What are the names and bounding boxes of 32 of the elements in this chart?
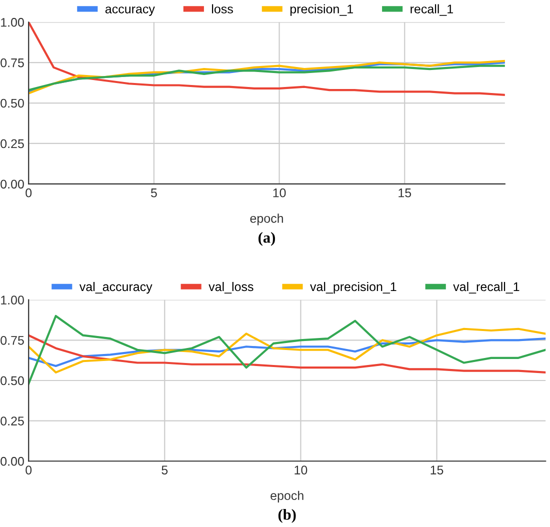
x-tick-label: 0 — [26, 466, 32, 474]
y-tick-label: 1.00 — [1, 18, 24, 27]
legend-label: val_recall_1 — [453, 282, 520, 294]
y-tick-label: 0.00 — [0, 180, 24, 189]
x-tick-label: 15 — [430, 466, 444, 474]
line-series — [28, 314, 546, 385]
legend-label: accuracy — [105, 6, 155, 16]
legend-label: val_loss — [208, 282, 254, 294]
legend-label: loss — [212, 4, 233, 14]
y-tick-label: 1.00 — [1, 296, 24, 305]
y-tick-label: 0.75 — [0, 58, 24, 68]
x-tick-label: 15 — [398, 188, 412, 198]
y-tick-label: 0.50 — [0, 376, 24, 386]
y-tick-label: 0.75 — [0, 336, 24, 345]
y-tick-label: 0.50 — [0, 98, 24, 108]
y-tick-label: 0.25 — [0, 139, 24, 148]
legend-label: val_precision_1 — [310, 282, 396, 294]
x-tick-label: 10 — [294, 466, 308, 474]
text: (b) — [278, 509, 296, 523]
x-axis-title: epoch — [270, 490, 304, 502]
x-tick-label: 5 — [150, 188, 157, 198]
line-series — [28, 338, 546, 368]
y-tick-label: 0.25 — [0, 416, 24, 426]
legend-label: precision_1 — [290, 4, 353, 16]
legend-label: recall_1 — [410, 4, 453, 16]
x-tick-label: 10 — [273, 188, 286, 198]
x-tick-label: 0 — [26, 188, 32, 198]
y-tick-label: 0.00 — [0, 456, 24, 466]
legend-label: val_accuracy — [79, 282, 152, 294]
x-axis-title: epoch — [250, 214, 283, 226]
x-tick-label: 5 — [162, 466, 168, 474]
text: (a) — [258, 232, 275, 246]
